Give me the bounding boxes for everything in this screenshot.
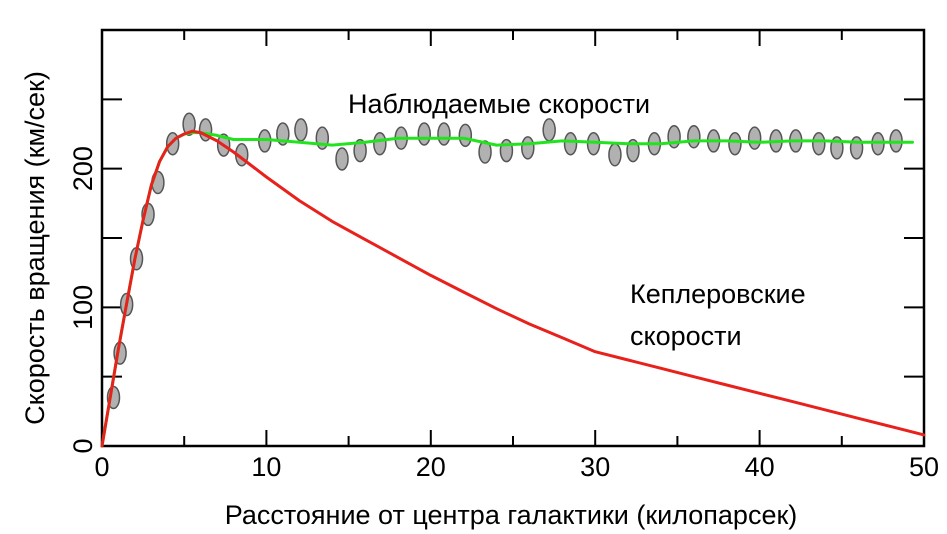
x-tick-label: 50 (909, 452, 939, 482)
data-point (294, 118, 308, 142)
data-point (667, 125, 681, 149)
data-point (499, 138, 514, 163)
x-tick-label: 40 (745, 452, 775, 482)
keplerian-annotation-line2: скорости (630, 321, 742, 351)
data-point (849, 136, 864, 160)
axis-ticks (101, 30, 925, 447)
data-point (687, 125, 701, 149)
x-tick-label: 20 (416, 452, 446, 482)
data-point (812, 131, 826, 156)
tick-labels: 0 10 20 30 40 50 0 100 200 (68, 146, 939, 482)
data-point (747, 126, 762, 150)
data-point (373, 131, 387, 156)
y-tick-label: 200 (68, 146, 98, 191)
data-point (353, 138, 367, 163)
data-point (417, 122, 431, 146)
observed-annotation: Наблюдаемые скорости (348, 89, 650, 119)
data-point (542, 118, 556, 142)
observed-points (106, 112, 903, 410)
x-tick-label: 0 (94, 452, 109, 482)
y-axis-title: Скорость вращения (км/сек) (20, 71, 50, 425)
keplerian-velocity-line (100, 129, 926, 448)
data-point (478, 140, 492, 164)
data-point (458, 123, 473, 148)
x-tick-label: 10 (251, 452, 281, 482)
y-tick-label: 100 (68, 285, 98, 330)
data-point (335, 147, 349, 171)
y-tick-label: 0 (68, 438, 98, 453)
data-point (521, 136, 535, 160)
series-lines (100, 129, 926, 448)
data-point (608, 143, 622, 167)
data-point (563, 131, 578, 156)
x-tick-label: 30 (580, 452, 610, 482)
x-axis-title: Расстояние от центра галактики (килопарс… (225, 500, 798, 530)
keplerian-annotation-line1: Кеплеровские (630, 279, 806, 309)
data-point (437, 122, 451, 146)
data-point (728, 131, 742, 156)
